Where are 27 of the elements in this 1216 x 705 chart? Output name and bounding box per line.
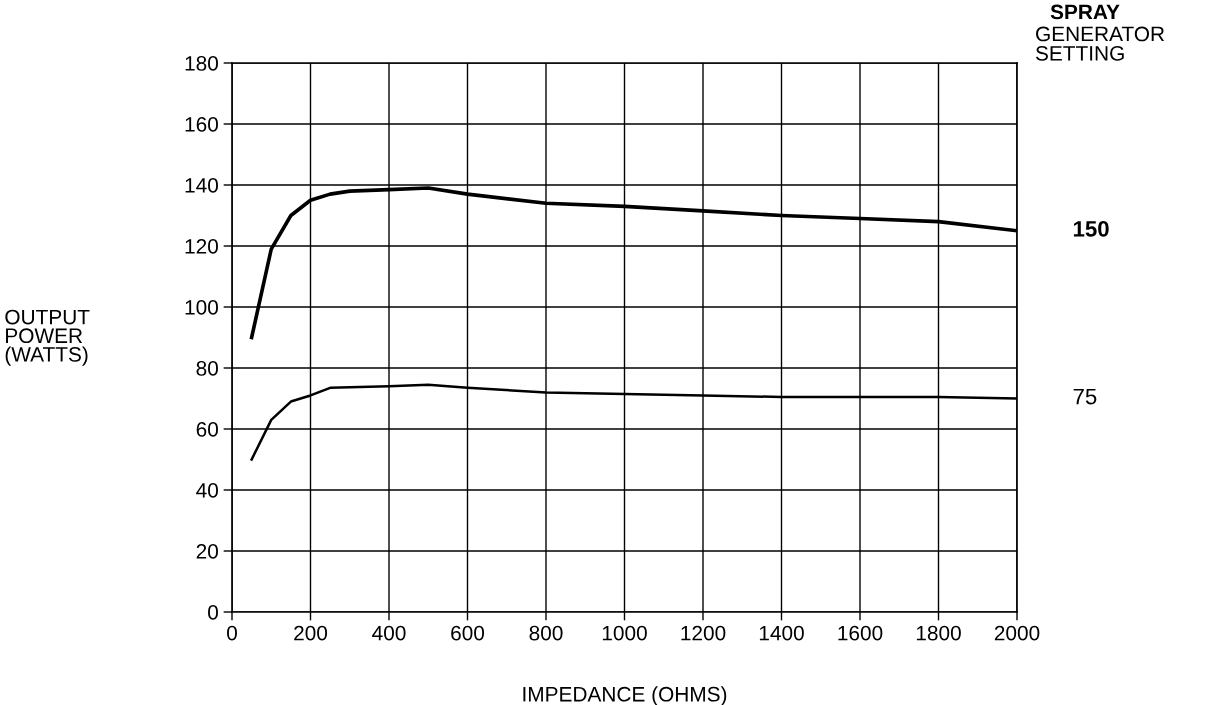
x-axis-title: IMPEDANCE (OHMS)	[523, 686, 727, 705]
x-tick-label: 800	[529, 625, 563, 641]
y-tick-label: 140	[185, 178, 218, 193]
x-tick-label: 200	[294, 625, 328, 641]
y-tick-label: 60	[196, 422, 218, 437]
x-tick-label: 0	[227, 625, 237, 641]
y-tick-label: 100	[185, 300, 218, 315]
x-tick-label: 400	[372, 625, 406, 641]
y-tick-label: 120	[185, 239, 218, 254]
x-tick-label: 1200	[681, 625, 726, 641]
x-tick-label: 600	[451, 625, 485, 641]
y-tick-label: 20	[196, 544, 218, 559]
text: 150	[1073, 220, 1109, 237]
x-tick-label: 1400	[759, 625, 804, 641]
x-tick-label: 1800	[916, 625, 961, 641]
legend-title: GENERATOR SETTING	[1035, 26, 1165, 61]
y-tick-label: 40	[196, 483, 218, 498]
y-tick-label: 160	[185, 117, 218, 132]
text: SPRAY	[1050, 4, 1120, 20]
x-tick-label: 1000	[602, 625, 647, 641]
x-tick-label: 2000	[994, 625, 1040, 641]
x-tick-label: 1600	[838, 625, 883, 641]
text: 75	[1073, 388, 1097, 405]
y-tick-label: 180	[185, 56, 218, 71]
y-tick-label: 80	[196, 361, 218, 376]
y-axis-title: OUTPUT POWER (WATTS)	[5, 309, 90, 366]
y-tick-label: 0	[208, 605, 218, 620]
